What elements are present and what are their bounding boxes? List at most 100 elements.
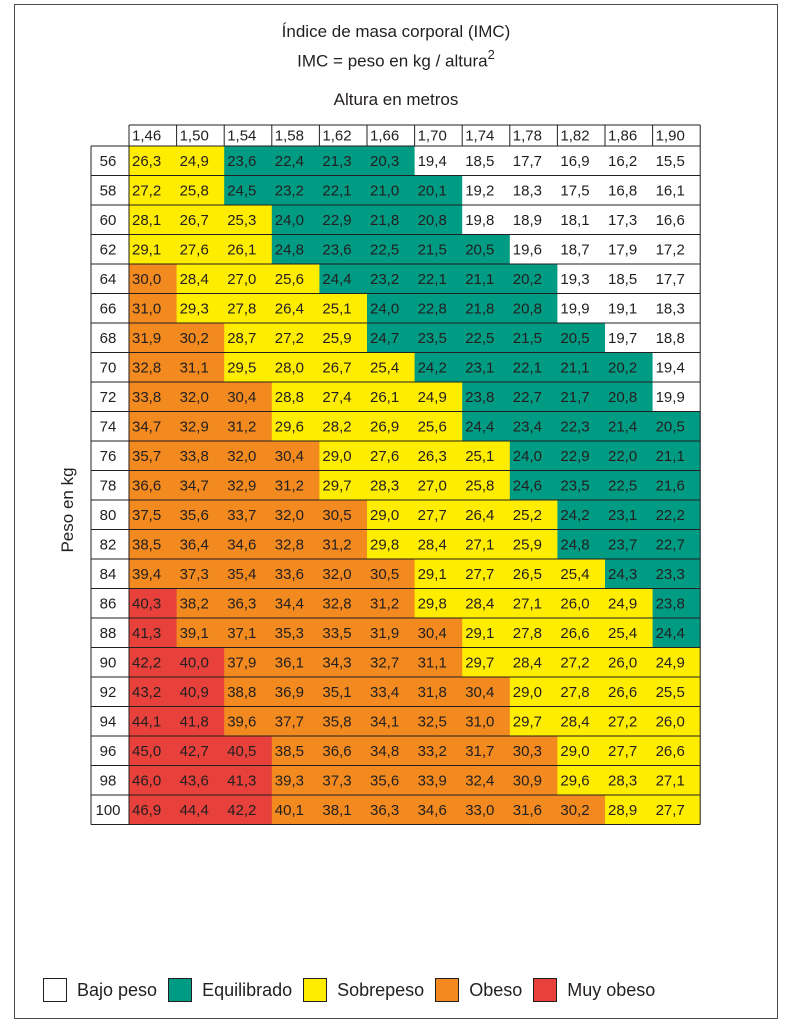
bmi-cell bbox=[605, 588, 653, 619]
bmi-cell bbox=[509, 765, 558, 796]
legend-swatch bbox=[168, 978, 193, 1002]
bmi-cell bbox=[367, 588, 415, 619]
bmi-value: 24,9 bbox=[656, 655, 685, 672]
bmi-cell bbox=[319, 795, 368, 825]
bmi-cell bbox=[509, 382, 558, 412]
bmi-value: 32,0 bbox=[227, 448, 256, 465]
bmi-cell bbox=[462, 736, 511, 766]
bmi-cell bbox=[367, 382, 415, 412]
bmi-cell bbox=[557, 765, 606, 796]
bmi-value: 29,1 bbox=[132, 242, 161, 259]
bmi-cell bbox=[414, 588, 463, 619]
bmi-value: 38,1 bbox=[322, 802, 351, 819]
bmi-value: 21,5 bbox=[418, 242, 447, 259]
weight-label: 96 bbox=[100, 743, 117, 760]
bmi-cell bbox=[557, 559, 606, 589]
bmi-cell bbox=[224, 264, 273, 294]
bmi-cell bbox=[176, 382, 225, 412]
bmi-cell bbox=[557, 441, 606, 471]
bmi-value: 16,6 bbox=[656, 212, 685, 229]
weight-label: 94 bbox=[100, 714, 117, 731]
bmi-value: 21,0 bbox=[370, 183, 399, 200]
bmi-value: 20,8 bbox=[608, 389, 637, 406]
bmi-cell bbox=[129, 500, 177, 530]
bmi-value: 36,9 bbox=[275, 684, 304, 701]
legend-label: Equilibrado bbox=[202, 979, 293, 1000]
bmi-cell bbox=[129, 618, 177, 648]
bmi-cell bbox=[414, 736, 463, 766]
bmi-cell bbox=[557, 588, 606, 619]
bmi-cell bbox=[605, 647, 653, 678]
weight-label: 58 bbox=[100, 183, 117, 200]
bmi-value: 29,7 bbox=[513, 714, 542, 731]
bmi-value: 31,2 bbox=[322, 537, 351, 554]
bmi-cell bbox=[271, 470, 320, 501]
bmi-cell bbox=[224, 647, 273, 678]
bmi-value: 28,2 bbox=[322, 419, 351, 436]
legend-item: Muy obeso bbox=[533, 978, 655, 1002]
bmi-value: 31,2 bbox=[275, 478, 304, 495]
bmi-cell bbox=[367, 175, 415, 206]
bmi-cell bbox=[509, 529, 558, 560]
bmi-value: 43,6 bbox=[180, 773, 209, 790]
bmi-value: 32,7 bbox=[370, 655, 399, 672]
bmi-value: 24,4 bbox=[465, 419, 494, 436]
bmi-cell bbox=[509, 323, 558, 353]
bmi-value: 23,8 bbox=[465, 389, 494, 406]
bmi-value: 31,9 bbox=[370, 625, 399, 642]
bmi-cell bbox=[224, 441, 273, 471]
bmi-cell bbox=[414, 264, 463, 294]
bmi-cell bbox=[319, 618, 368, 648]
bmi-cell bbox=[129, 293, 177, 324]
bmi-cell bbox=[414, 382, 463, 412]
bmi-value: 28,4 bbox=[180, 271, 209, 288]
bmi-value: 32,0 bbox=[275, 507, 304, 524]
bmi-value: 27,6 bbox=[180, 242, 209, 259]
bmi-cell bbox=[557, 647, 606, 678]
bmi-value: 28,9 bbox=[608, 802, 637, 819]
bmi-value: 32,4 bbox=[465, 773, 494, 790]
bmi-value: 37,5 bbox=[132, 507, 161, 524]
bmi-value: 17,2 bbox=[656, 242, 685, 259]
bmi-value: 18,3 bbox=[656, 301, 685, 318]
chart-title: Índice de masa corporal (IMC) bbox=[281, 22, 511, 41]
bmi-cell bbox=[557, 677, 606, 707]
bmi-value: 22,0 bbox=[608, 448, 637, 465]
bmi-cell bbox=[319, 588, 368, 619]
bmi-cell bbox=[652, 352, 701, 383]
height-label: 1,50 bbox=[180, 128, 209, 145]
bmi-value: 40,0 bbox=[180, 655, 209, 672]
bmi-value: 30,4 bbox=[227, 389, 256, 406]
bmi-value: 32,0 bbox=[180, 389, 209, 406]
bmi-value: 21,8 bbox=[370, 212, 399, 229]
bmi-value: 36,1 bbox=[275, 655, 304, 672]
bmi-cell bbox=[557, 175, 606, 206]
bmi-cell bbox=[414, 677, 463, 707]
bmi-value: 40,9 bbox=[180, 684, 209, 701]
bmi-cell bbox=[605, 618, 653, 648]
bmi-value: 29,3 bbox=[180, 301, 209, 318]
bmi-value: 19,4 bbox=[656, 360, 685, 377]
bmi-cell bbox=[462, 647, 511, 678]
height-label: 1,54 bbox=[227, 128, 256, 145]
bmi-value: 21,8 bbox=[465, 301, 494, 318]
bmi-value: 34,3 bbox=[322, 655, 351, 672]
bmi-cell bbox=[224, 706, 273, 737]
bmi-cell bbox=[319, 352, 368, 383]
weight-label: 56 bbox=[100, 153, 117, 170]
bmi-value: 25,5 bbox=[656, 684, 685, 701]
bmi-cell bbox=[367, 234, 415, 265]
bmi-value: 29,0 bbox=[513, 684, 542, 701]
bmi-cell bbox=[224, 146, 273, 176]
bmi-value: 28,4 bbox=[418, 537, 447, 554]
bmi-cell bbox=[462, 677, 511, 707]
bmi-value: 37,3 bbox=[180, 566, 209, 583]
bmi-cell bbox=[176, 618, 225, 648]
bmi-value: 27,8 bbox=[513, 625, 542, 642]
bmi-cell bbox=[224, 175, 273, 206]
bmi-value: 42,7 bbox=[180, 743, 209, 760]
bmi-cell bbox=[271, 618, 320, 648]
bmi-cell bbox=[462, 411, 511, 442]
bmi-cell bbox=[605, 293, 653, 324]
bmi-value: 24,9 bbox=[418, 389, 447, 406]
